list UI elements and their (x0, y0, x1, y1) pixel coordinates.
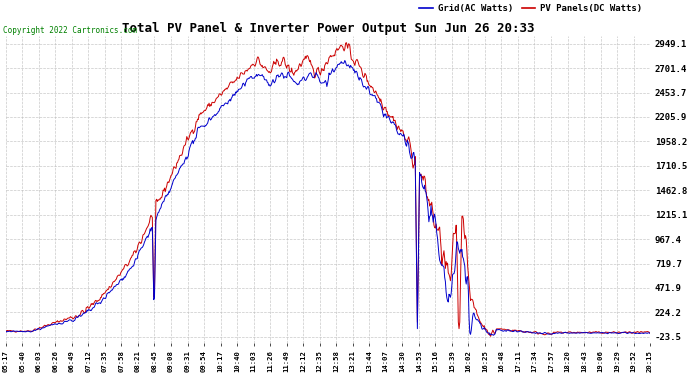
Text: Copyright 2022 Cartronics.com: Copyright 2022 Cartronics.com (3, 26, 137, 35)
Title: Total PV Panel & Inverter Power Output Sun Jun 26 20:33: Total PV Panel & Inverter Power Output S… (121, 22, 534, 34)
Legend: Grid(AC Watts), PV Panels(DC Watts): Grid(AC Watts), PV Panels(DC Watts) (416, 0, 646, 16)
